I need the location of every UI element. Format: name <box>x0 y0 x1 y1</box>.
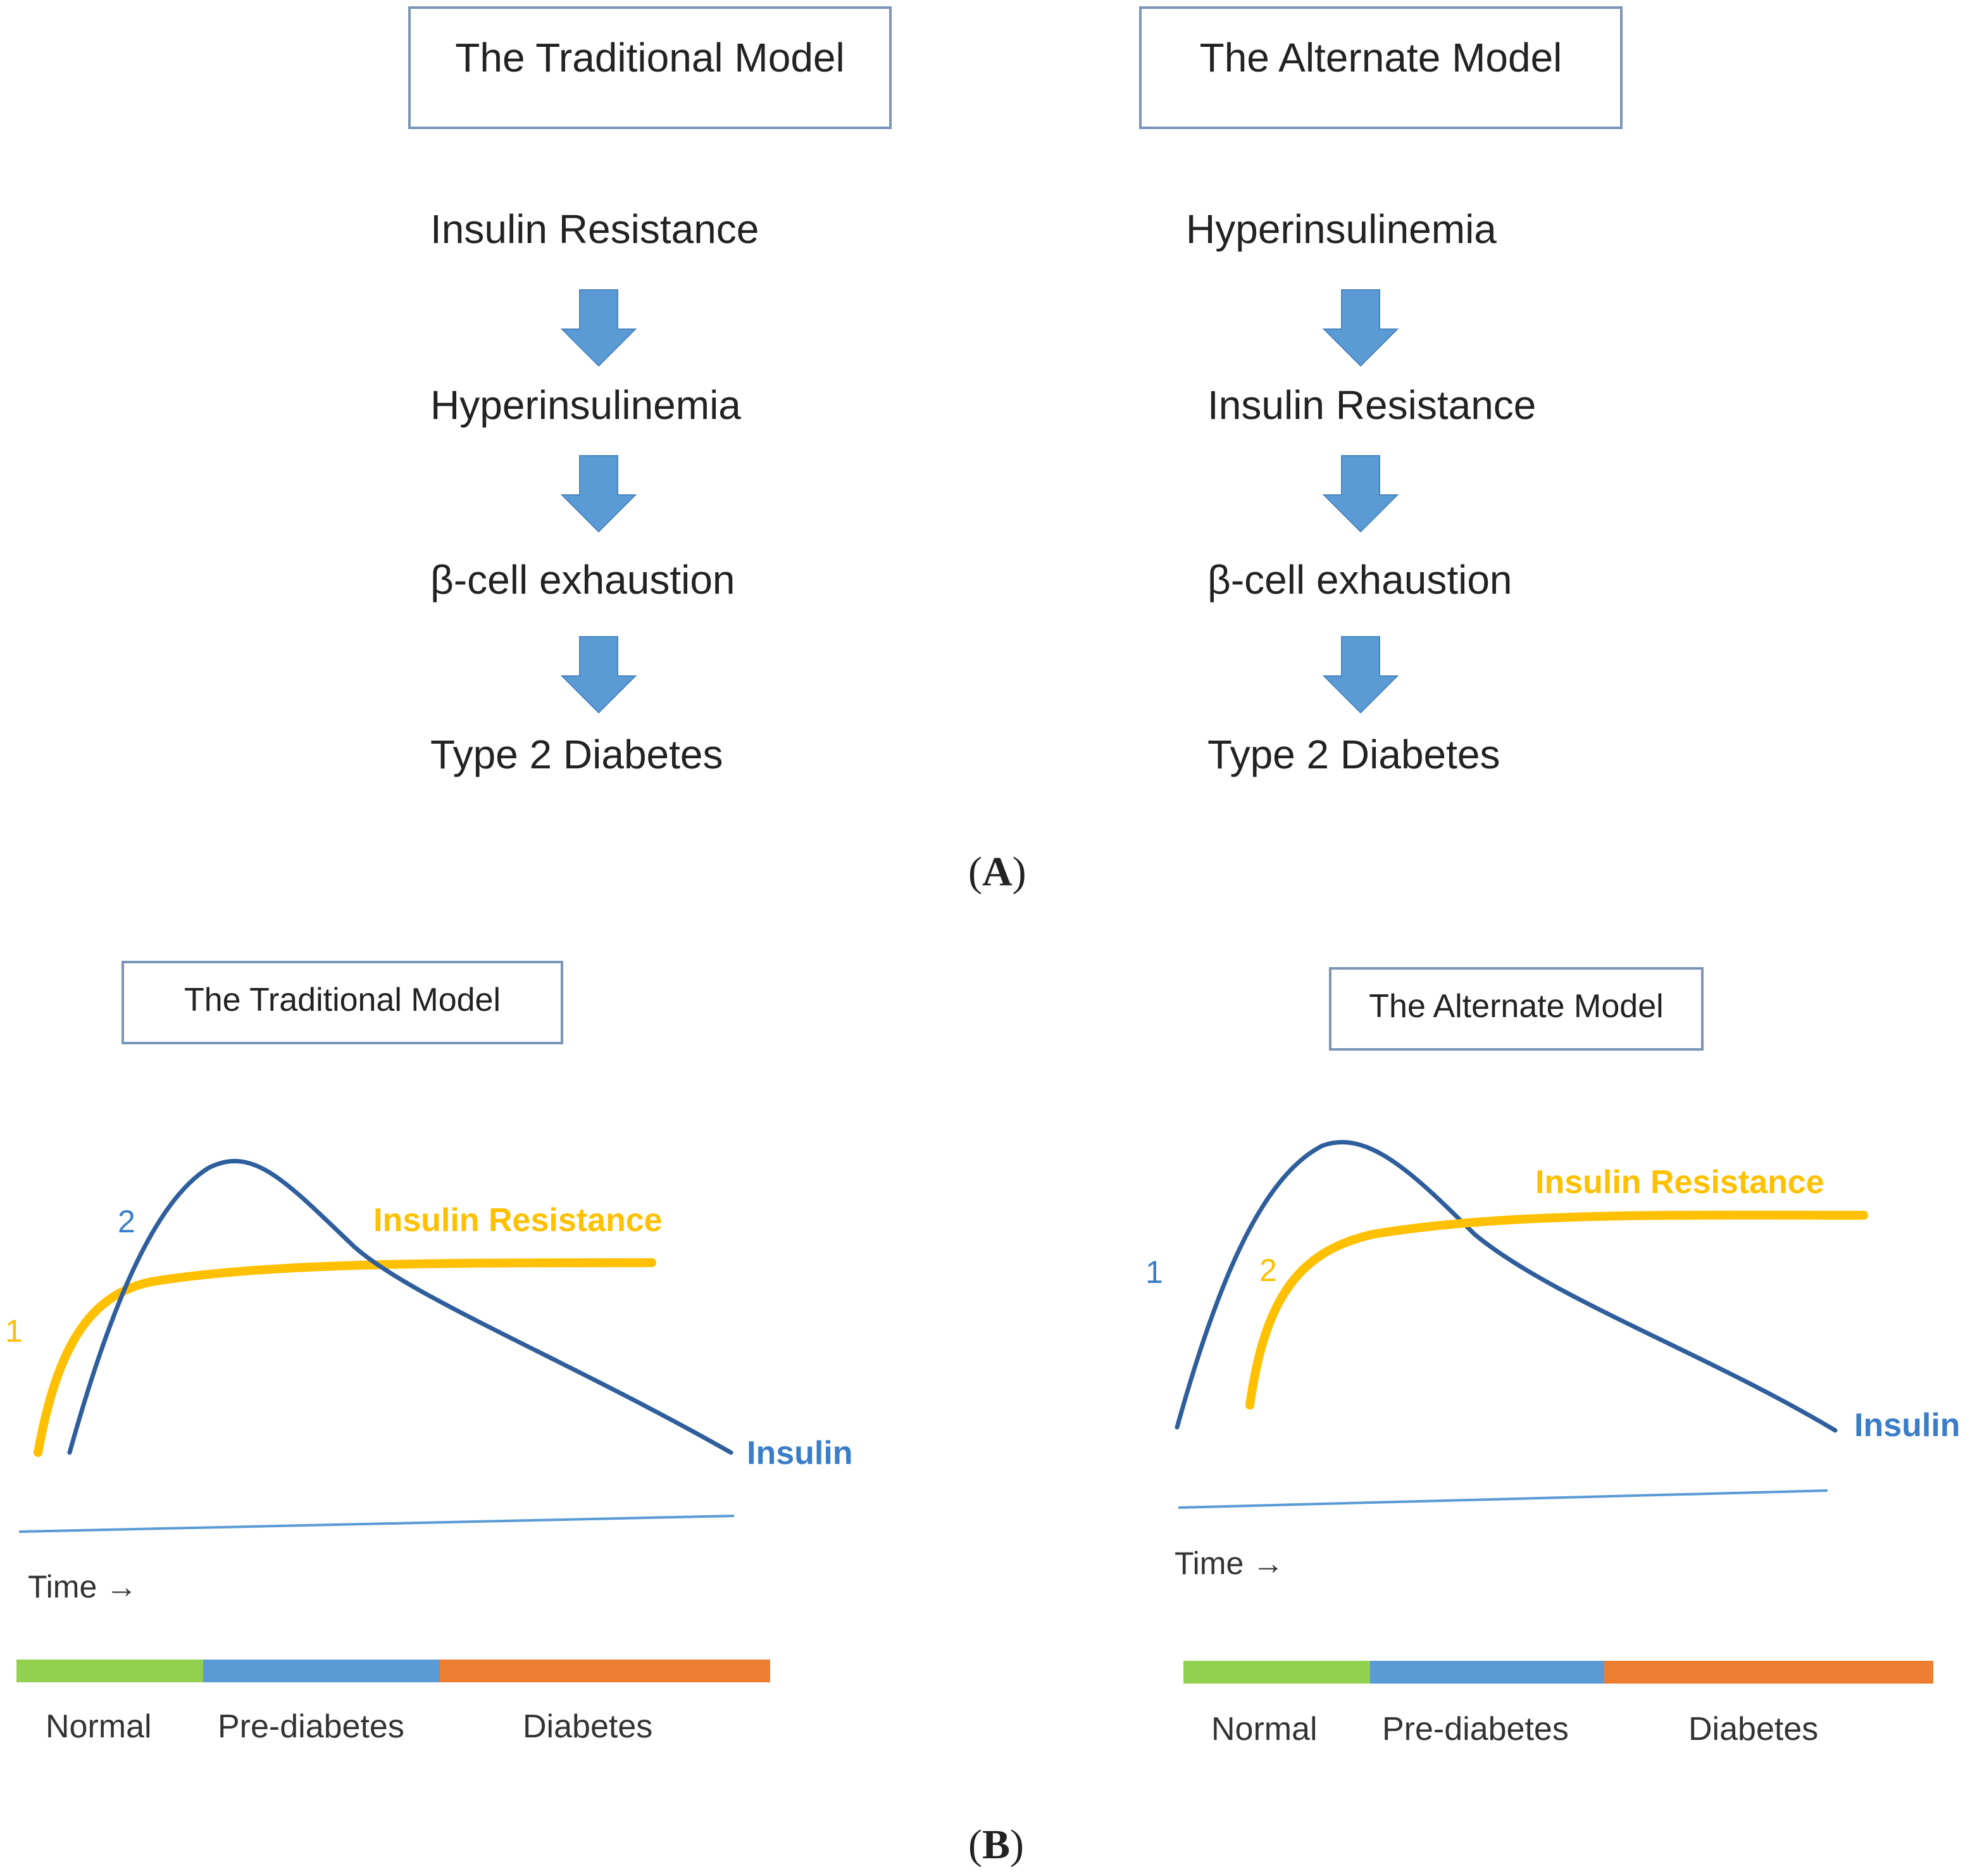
panel-b-label: (B) <box>968 1822 1024 1868</box>
alternate-timeline-chart <box>1175 1140 1933 1684</box>
alternate-step-3: β-cell exhaustion <box>1207 557 1512 603</box>
traditional-insulin-label: Insulin <box>747 1435 853 1472</box>
alternate-resistance-label: Insulin Resistance <box>1535 1164 1824 1201</box>
alternate-stage-bar-pre-diabetes <box>1370 1661 1604 1684</box>
panel-a-alternate-title: The Alternate Model <box>1199 35 1562 80</box>
alternate-flow-arrow-1 <box>1322 289 1399 367</box>
alternate-step-4: Type 2 Diabetes <box>1207 732 1500 777</box>
panel-a-alternate-title-box: The Alternate Model <box>1139 6 1623 129</box>
traditional-flow-arrows <box>560 289 637 714</box>
alternate-flow-arrow-2 <box>1322 455 1399 533</box>
alternate-time-axis <box>1178 1489 1828 1509</box>
alternate-insulin-resistance-curve <box>1245 1210 1868 1410</box>
alternate-stage-bar-diabetes <box>1604 1661 1933 1684</box>
alternate-time-label: Time → <box>1175 1546 1285 1581</box>
alternate-stage-pre-diabetes: Pre-diabetes <box>1382 1711 1569 1748</box>
traditional-insulin-resistance-curve <box>34 1258 656 1457</box>
traditional-flow-arrow-1 <box>560 289 637 367</box>
alternate-insulin-order: 1 <box>1145 1254 1163 1290</box>
traditional-stage-pre-diabetes: Pre-diabetes <box>218 1708 404 1745</box>
traditional-stage-bar-normal <box>16 1660 203 1682</box>
traditional-timeline-chart <box>16 1159 770 1682</box>
alternate-flow-arrow-3 <box>1322 636 1399 714</box>
traditional-step-2: Hyperinsulinemia <box>430 382 741 428</box>
traditional-step-4: Type 2 Diabetes <box>430 732 723 777</box>
alternate-stage-diabetes: Diabetes <box>1688 1711 1819 1748</box>
traditional-time-label: Time → <box>28 1569 138 1604</box>
traditional-flow-arrow-2 <box>560 455 637 533</box>
alternate-flow-arrows <box>1322 289 1399 714</box>
traditional-stage-normal: Normal <box>46 1708 152 1745</box>
alternate-insulin-curve <box>1175 1140 1838 1433</box>
panel-a-traditional-title: The Traditional Model <box>455 35 845 80</box>
traditional-resistance-label: Insulin Resistance <box>373 1202 663 1239</box>
alternate-resistance-order: 2 <box>1259 1253 1277 1288</box>
traditional-flow-arrow-3 <box>560 636 637 714</box>
traditional-time-axis <box>18 1515 735 1533</box>
panel-b-alternate-title-box: The Alternate Model <box>1329 967 1704 1051</box>
panel-a-traditional-title-box: The Traditional Model <box>408 6 892 129</box>
traditional-stage-bar-pre-diabetes <box>203 1660 440 1682</box>
panel-a-label: (A) <box>968 849 1026 895</box>
traditional-resistance-order: 1 <box>5 1313 23 1349</box>
alternate-step-2: Insulin Resistance <box>1207 382 1537 428</box>
alternate-stage-normal: Normal <box>1211 1711 1318 1748</box>
alternate-insulin-label: Insulin <box>1854 1407 1961 1444</box>
panel-b-alternate-title: The Alternate Model <box>1369 988 1664 1025</box>
panel-b-traditional-title-box: The Traditional Model <box>122 961 563 1044</box>
traditional-stage-diabetes: Diabetes <box>523 1708 653 1745</box>
traditional-insulin-order: 2 <box>118 1204 135 1239</box>
traditional-insulin-curve <box>67 1159 733 1455</box>
alternate-step-1: Hyperinsulinemia <box>1186 206 1497 252</box>
traditional-step-1: Insulin Resistance <box>430 206 759 252</box>
traditional-step-3: β-cell exhaustion <box>430 557 735 603</box>
panel-b-traditional-title: The Traditional Model <box>184 982 501 1018</box>
alternate-stage-bar-normal <box>1183 1661 1370 1684</box>
traditional-stage-bar-diabetes <box>440 1660 770 1682</box>
